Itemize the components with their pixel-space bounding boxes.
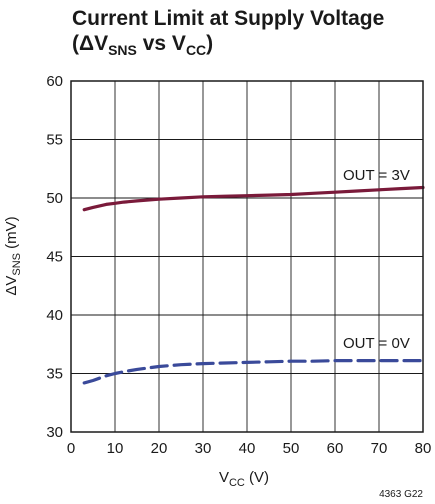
x-tick-label-2: 20 (151, 440, 168, 457)
title-sub-sns: SNS (108, 42, 137, 58)
x-tick-label-4: 40 (239, 440, 256, 457)
annotation-out-0v: OUT = 0V (343, 335, 410, 352)
grid (70, 80, 424, 433)
x-tick-labels: 0 10 20 30 40 50 60 70 80 (67, 440, 432, 457)
series-group (82, 185, 425, 385)
x-tick-label-0: 0 (67, 440, 75, 457)
x-axis-label-main: V (219, 469, 229, 486)
y-tick-label-6: 60 (46, 73, 63, 90)
y-tick-label-2: 40 (46, 307, 63, 324)
y-tick-label-4: 50 (46, 190, 63, 207)
chart-title: Current Limit at Supply Voltage (ΔVSNS v… (72, 6, 384, 63)
figure-id: 4363 G22 (379, 489, 423, 500)
y-tick-label-5: 55 (46, 132, 63, 149)
x-tick-label-1: 10 (107, 440, 124, 457)
x-axis-label: VCC (V) (219, 469, 269, 489)
title-close: ) (206, 32, 214, 55)
x-axis-label-sub: CC (229, 477, 245, 489)
y-tick-label-0: 30 (46, 424, 63, 441)
chart-title-line2: (ΔVSNS vs VCC) (72, 31, 384, 63)
x-tick-label-7: 70 (371, 440, 388, 457)
series-line-0 (82, 185, 425, 212)
x-axis-label-unit: (V) (245, 469, 269, 486)
y-axis-label: ΔVSNS (mV) (3, 216, 23, 295)
y-tick-label-1: 35 (46, 366, 63, 383)
x-tick-label-3: 30 (195, 440, 212, 457)
y-axis-label-sub: SNS (11, 253, 23, 276)
chart-title-line1: Current Limit at Supply Voltage (72, 7, 385, 30)
y-tick-label-3: 45 (46, 249, 63, 266)
annotation-out-3v: OUT = 3V (343, 167, 410, 184)
y-axis-label-main: ΔV (3, 276, 20, 296)
plot-frame (70, 80, 424, 433)
title-mid: vs V (136, 32, 186, 55)
title-sub-cc: CC (185, 42, 207, 58)
title-open: (ΔV (72, 32, 109, 55)
x-tick-label-8: 80 (415, 440, 432, 457)
x-tick-label-6: 60 (327, 440, 344, 457)
y-axis-label-unit: (mV) (3, 216, 20, 253)
x-tick-label-5: 50 (283, 440, 300, 457)
series-line-1 (82, 359, 425, 385)
y-tick-labels: 30 35 40 45 50 55 60 (46, 73, 63, 441)
